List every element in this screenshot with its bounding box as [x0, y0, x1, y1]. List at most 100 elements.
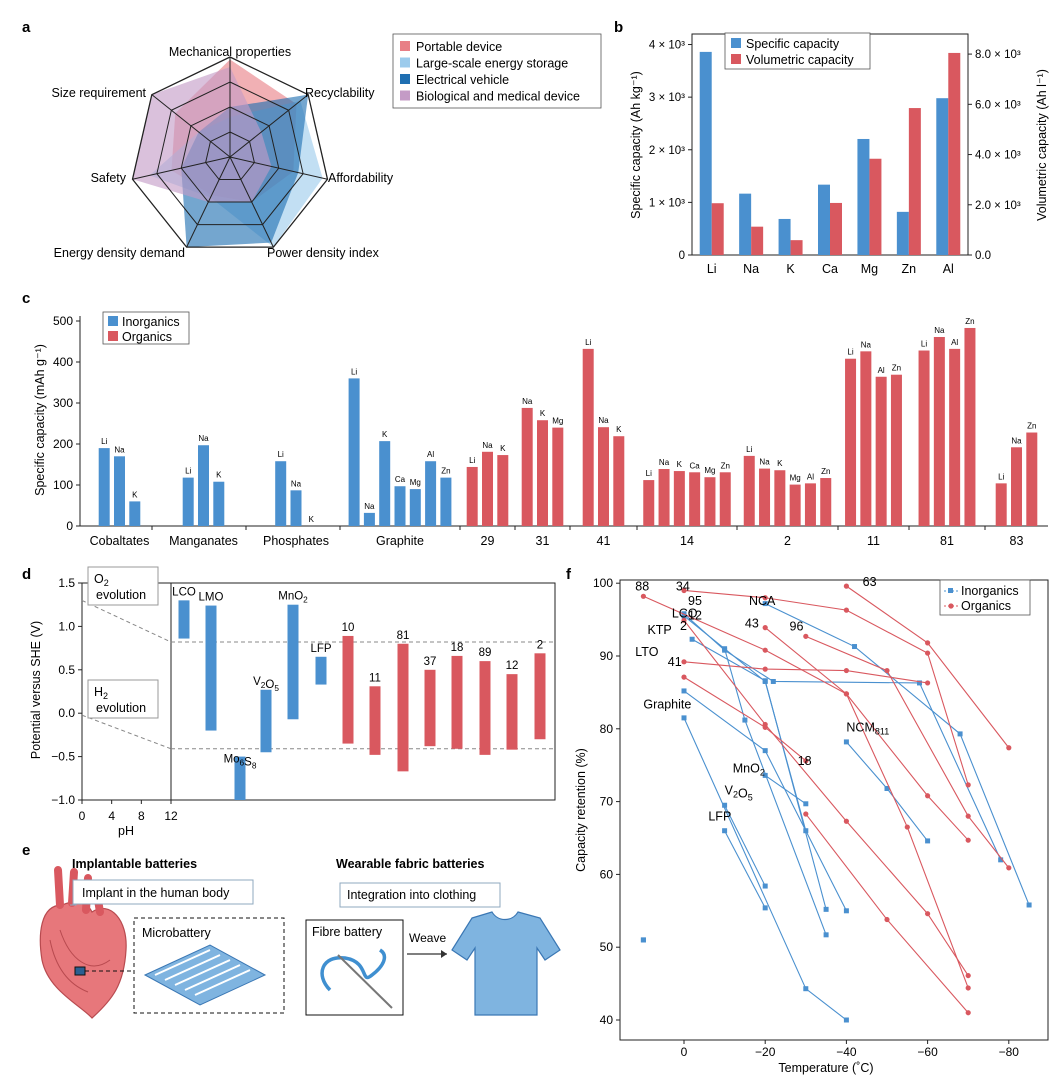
f-point: [681, 674, 687, 680]
panel-label-d: d: [22, 566, 31, 583]
c-bar-ion-label: Al: [951, 338, 958, 347]
c-bar: [466, 466, 478, 526]
c-bar: [363, 512, 375, 526]
b-bar-volumetric: [869, 158, 882, 255]
radar-grid-ring: [156, 81, 304, 226]
d-bar: [534, 653, 546, 740]
f-point: [803, 986, 809, 992]
c-bar: [845, 358, 857, 526]
f-point: [916, 680, 922, 686]
b-bar-specific: [818, 184, 830, 255]
panel-label-a: a: [22, 19, 31, 36]
d-bar-label: LFP: [310, 643, 331, 655]
b-x-tick: Zn: [902, 262, 917, 276]
d-bar: [506, 674, 518, 750]
c-ytick-label: 0: [66, 519, 73, 533]
d-bar: [287, 604, 299, 720]
f-point: [762, 678, 768, 684]
f-point: [884, 916, 890, 923]
c-bar-ion-label: K: [540, 409, 546, 418]
radar-legend-swatch: [400, 57, 410, 68]
c-group-label: 14: [680, 534, 694, 548]
b-bar-volumetric: [908, 108, 921, 255]
f-point: [843, 908, 849, 914]
c-bar: [598, 427, 609, 526]
radar-legend-swatch: [400, 74, 410, 84]
b-ytick-label-left: 2 × 10³: [649, 145, 685, 157]
fibre-battery-box: [305, 919, 404, 1016]
f-xtick-label: 0: [681, 1045, 688, 1059]
radar-axis-label: Recyclability: [305, 86, 375, 100]
f-annotation: 41: [668, 655, 682, 669]
panel-label-f: f: [566, 566, 572, 583]
radar-legend-swatch: [400, 41, 410, 51]
d-bar-label: 10: [342, 622, 355, 634]
f-point: [965, 972, 971, 979]
c-bar-ion-label: K: [677, 460, 683, 469]
f-legend-marker: [948, 588, 953, 593]
implant-callout-text: Implant in the human body: [82, 886, 230, 900]
c-group-label: Manganates: [169, 534, 238, 548]
c-bar: [114, 456, 125, 526]
c-bar: [497, 455, 509, 526]
c-bar-ion-label: Na: [198, 434, 209, 443]
c-bar-ion-label: Mg: [410, 478, 421, 487]
f-point: [681, 659, 687, 665]
b-legend-box: [724, 32, 871, 70]
f-ytick-label: 80: [600, 722, 614, 736]
c-bar-ion-label: Ca: [395, 475, 406, 484]
radar-legend-swatch: [400, 90, 410, 101]
c-bar: [759, 468, 771, 526]
radar-spoke: [229, 156, 274, 248]
f-point: [762, 772, 768, 778]
f-xtick-label: −80: [999, 1045, 1020, 1059]
radar-legend-label: Portable device: [416, 40, 502, 54]
b-bar-volumetric: [751, 226, 764, 255]
f-point: [852, 644, 858, 650]
c-bar: [658, 469, 670, 526]
d-bar-label: 81: [397, 630, 410, 642]
f-point: [925, 911, 931, 917]
f-annotation: 88: [635, 579, 649, 593]
f-point: [823, 906, 829, 912]
b-ytick-label-left: 4 × 10³: [649, 40, 685, 52]
f-point: [843, 818, 850, 824]
f-point: [843, 607, 850, 613]
panel-label-c: c: [22, 290, 30, 307]
c-group-label: 11: [867, 534, 880, 548]
c-bar-ion-label: Al: [427, 450, 434, 459]
radar-axis-label: Power density index: [267, 246, 380, 260]
c-bar: [198, 445, 209, 526]
d-h2-line: [81, 714, 172, 750]
d-bar: [451, 655, 463, 749]
c-bar: [521, 407, 533, 526]
f-point: [884, 785, 890, 791]
radar-axis-label: Energy density demand: [54, 246, 185, 260]
f-point: [965, 782, 971, 788]
microbattery-icon: [143, 944, 267, 1006]
c-bar: [643, 480, 655, 526]
c-bar: [348, 378, 360, 526]
c-group-label: 29: [481, 534, 495, 548]
f-annotation: 2: [680, 619, 687, 633]
b-ytick-label-left: 0: [679, 250, 685, 262]
radar-axis-label: Mechanical properties: [169, 45, 291, 59]
c-bar: [275, 461, 287, 526]
implantable-title: Implantable batteries: [72, 857, 197, 871]
f-point: [762, 905, 768, 911]
d-bar-label: LCO: [172, 586, 196, 598]
f-point: [1026, 902, 1032, 908]
b-ytick-label-left: 1 × 10³: [649, 197, 685, 209]
radar-spoke: [151, 94, 231, 158]
c-bar-ion-label: Na: [291, 479, 302, 488]
f-annotation: LTO: [635, 645, 658, 659]
f-series-line: [643, 595, 969, 989]
b-ylabel-left: Specific capacity (Ah kg⁻¹): [629, 71, 643, 219]
d-callout-box: [87, 566, 159, 606]
panel-a-radar-chart: Mechanical properties Recyclability Afford…: [52, 33, 602, 260]
f-point: [843, 1017, 849, 1023]
c-bar: [290, 490, 302, 526]
f-point: [803, 633, 809, 639]
c-bar: [820, 478, 832, 526]
